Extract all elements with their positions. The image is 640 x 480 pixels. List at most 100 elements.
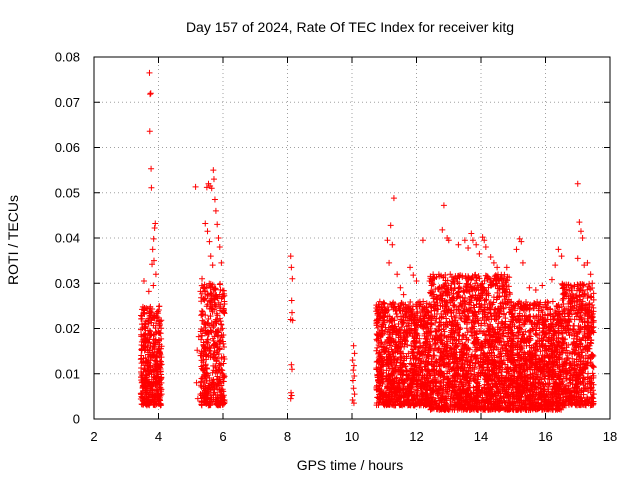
- data-point: [216, 315, 223, 322]
- data-point: [206, 402, 213, 409]
- data-point: [209, 369, 216, 376]
- chart-title: Day 157 of 2024, Rate Of TEC Index for r…: [186, 19, 514, 35]
- data-point: [156, 321, 163, 328]
- data-point: [137, 390, 144, 397]
- data-point: [414, 314, 421, 321]
- data-point: [147, 308, 154, 315]
- data-point: [151, 331, 158, 338]
- data-point: [139, 325, 146, 332]
- y-tick-label: 0.03: [55, 276, 80, 291]
- data-point: [202, 373, 209, 380]
- data-point: [199, 308, 206, 315]
- data-point: [417, 360, 424, 367]
- data-point: [150, 314, 157, 321]
- data-point: [220, 340, 227, 347]
- data-point: [208, 327, 215, 334]
- data-point: [218, 321, 225, 328]
- data-point: [204, 339, 211, 346]
- data-point: [197, 328, 204, 335]
- data-point: [138, 370, 145, 377]
- data-point: [157, 350, 164, 357]
- y-tick-label: 0.02: [55, 321, 80, 336]
- data-point: [156, 378, 163, 385]
- data-point: [148, 331, 155, 338]
- data-point: [403, 323, 410, 330]
- data-point: [213, 303, 220, 310]
- data-point: [147, 328, 154, 335]
- data-point: [141, 343, 148, 350]
- data-point: [217, 386, 224, 393]
- y-tick-label: 0.01: [55, 366, 80, 381]
- data-point: [199, 317, 206, 324]
- data-point: [144, 351, 151, 358]
- data-point: [148, 381, 155, 388]
- data-point: [205, 382, 212, 389]
- data-point: [206, 298, 213, 305]
- x-tick-label: 18: [603, 429, 617, 444]
- data-point: [155, 379, 162, 386]
- data-point: [155, 307, 162, 314]
- data-point: [141, 310, 148, 317]
- data-point: [207, 313, 214, 320]
- data-point: [209, 299, 216, 306]
- data-point: [208, 305, 215, 312]
- data-point: [147, 357, 154, 364]
- data-point: [221, 398, 228, 405]
- data-point: [156, 329, 163, 336]
- y-tick-label: 0.08: [55, 50, 80, 65]
- data-point: [138, 306, 145, 313]
- data-point: [141, 320, 148, 327]
- data-point: [151, 315, 158, 322]
- data-point: [210, 376, 217, 383]
- data-point: [214, 347, 221, 354]
- data-point: [203, 356, 210, 363]
- data-point: [143, 393, 150, 400]
- data-point: [207, 284, 214, 291]
- data-point: [203, 365, 210, 372]
- x-tick-label: 2: [90, 429, 97, 444]
- data-point: [199, 332, 206, 339]
- data-point: [212, 363, 219, 370]
- data-point: [157, 371, 164, 378]
- data-point: [404, 342, 411, 349]
- data-point: [383, 344, 390, 351]
- data-point: [214, 399, 221, 406]
- data-point: [143, 402, 150, 409]
- data-point: [156, 303, 163, 310]
- data-point: [221, 298, 228, 305]
- data-point: [154, 387, 161, 394]
- x-tick-label: 6: [219, 429, 226, 444]
- data-point: [214, 373, 221, 380]
- data-point: [210, 342, 217, 349]
- data-point: [210, 337, 217, 344]
- data-point: [221, 373, 228, 380]
- data-point: [209, 353, 216, 360]
- data-point: [200, 341, 207, 348]
- data-point: [148, 371, 155, 378]
- y-tick-label: 0.07: [55, 95, 80, 110]
- data-point: [198, 402, 205, 409]
- data-point: [139, 376, 146, 383]
- data-point: [138, 331, 145, 338]
- data-point: [144, 360, 151, 367]
- data-point: [201, 379, 208, 386]
- data-point: [140, 383, 147, 390]
- data-point: [150, 322, 157, 329]
- data-point: [379, 373, 386, 380]
- data-point: [138, 326, 145, 333]
- data-point: [151, 343, 158, 350]
- data-point: [204, 336, 211, 343]
- data-point: [155, 345, 162, 352]
- data-point: [213, 317, 220, 324]
- data-point: [139, 315, 146, 322]
- data-point: [151, 399, 158, 406]
- data-point: [198, 290, 205, 297]
- data-point: [220, 305, 227, 312]
- data-point: [155, 400, 162, 407]
- data-point: [218, 393, 225, 400]
- data-point: [217, 286, 224, 293]
- data-point: [155, 310, 162, 317]
- data-point: [144, 378, 151, 385]
- data-point: [215, 395, 222, 402]
